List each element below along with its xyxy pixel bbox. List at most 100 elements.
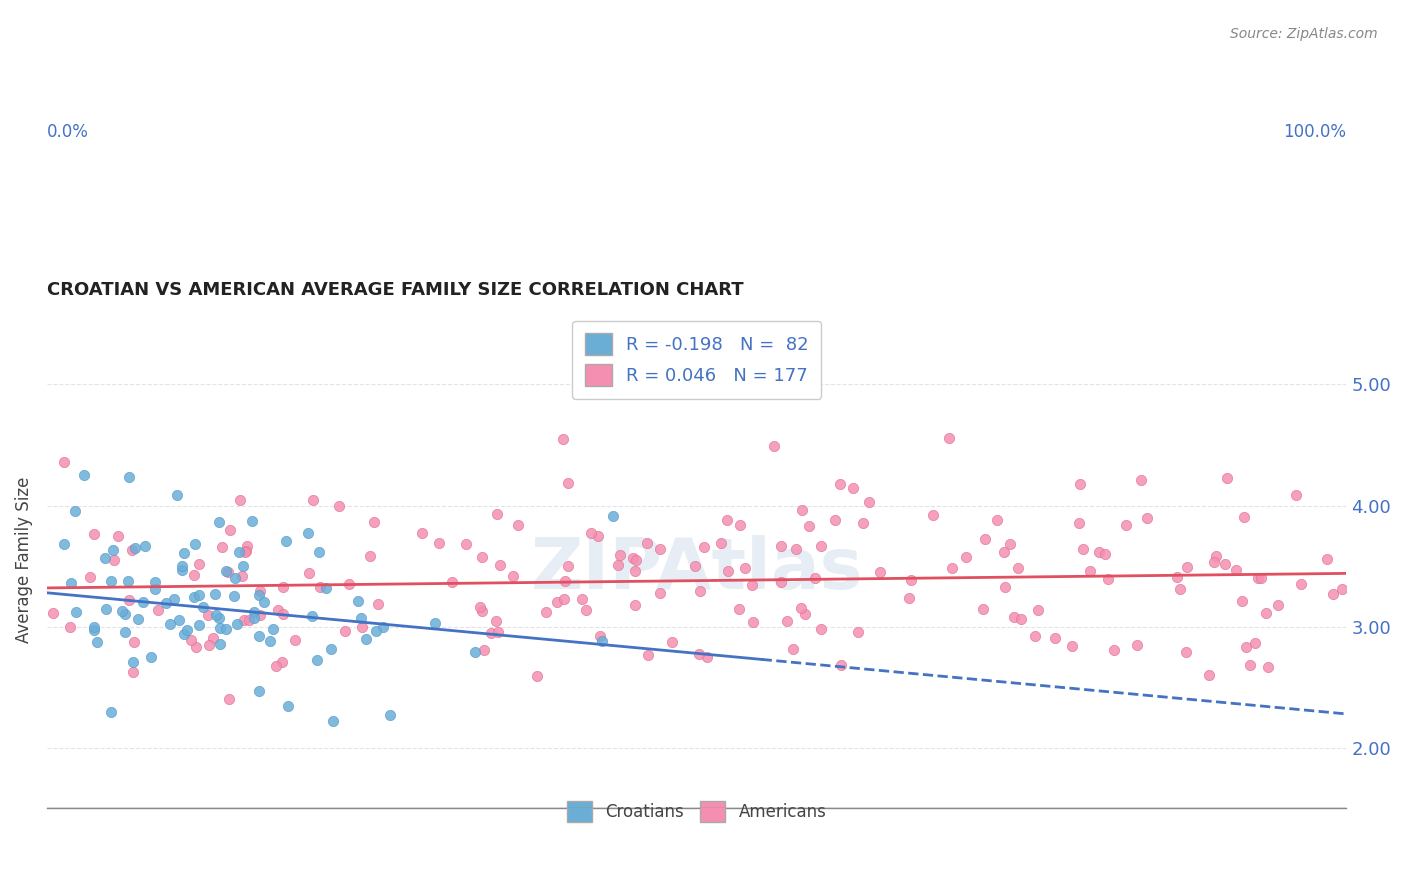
Point xyxy=(235,544,257,558)
Point xyxy=(1067,516,1090,530)
Point xyxy=(1250,571,1272,585)
Point xyxy=(86,635,108,649)
Point xyxy=(546,595,568,609)
Point xyxy=(830,476,852,491)
Point xyxy=(1060,639,1083,653)
Point xyxy=(489,558,512,572)
Point xyxy=(776,614,799,628)
Point xyxy=(184,640,207,654)
Point xyxy=(191,600,214,615)
Point xyxy=(810,539,832,553)
Text: 0.0%: 0.0% xyxy=(46,123,89,141)
Point xyxy=(121,543,143,558)
Point xyxy=(249,608,271,623)
Point xyxy=(350,611,373,625)
Point xyxy=(65,605,87,619)
Point xyxy=(1202,555,1225,569)
Point xyxy=(869,565,891,579)
Point xyxy=(1175,560,1198,574)
Point xyxy=(134,539,156,553)
Point xyxy=(898,591,921,605)
Point xyxy=(1331,582,1354,596)
Point xyxy=(118,593,141,607)
Point xyxy=(575,603,598,617)
Point xyxy=(231,568,253,582)
Point xyxy=(208,637,231,651)
Point xyxy=(689,583,711,598)
Point xyxy=(411,525,433,540)
Point xyxy=(486,624,509,639)
Point xyxy=(485,508,508,522)
Point xyxy=(364,624,387,638)
Point xyxy=(146,602,169,616)
Point xyxy=(122,665,145,679)
Point xyxy=(1115,518,1137,533)
Point xyxy=(1129,473,1152,487)
Point xyxy=(602,508,624,523)
Point xyxy=(100,706,122,720)
Point xyxy=(124,541,146,556)
Point xyxy=(187,618,209,632)
Point xyxy=(554,574,576,588)
Point xyxy=(955,549,977,564)
Point xyxy=(1007,560,1029,574)
Point xyxy=(941,561,963,575)
Point xyxy=(59,576,82,591)
Text: Source: ZipAtlas.com: Source: ZipAtlas.com xyxy=(1230,27,1378,41)
Point xyxy=(770,539,793,553)
Point xyxy=(1234,640,1257,655)
Point xyxy=(1239,658,1261,673)
Point xyxy=(298,566,321,581)
Point xyxy=(232,558,254,573)
Point xyxy=(1094,547,1116,561)
Point xyxy=(132,595,155,609)
Point xyxy=(173,546,195,560)
Text: 100.0%: 100.0% xyxy=(1284,123,1347,141)
Point xyxy=(79,570,101,584)
Point xyxy=(972,602,994,616)
Point xyxy=(100,574,122,589)
Point xyxy=(155,596,177,610)
Point xyxy=(333,624,356,639)
Point xyxy=(253,595,276,609)
Point xyxy=(693,540,716,554)
Point xyxy=(42,606,65,620)
Point xyxy=(215,564,238,578)
Text: ZIPAtlas: ZIPAtlas xyxy=(530,535,863,605)
Point xyxy=(183,568,205,582)
Point xyxy=(236,539,259,553)
Point xyxy=(363,515,385,529)
Point xyxy=(101,543,124,558)
Point xyxy=(262,622,284,636)
Point xyxy=(176,623,198,637)
Point xyxy=(52,537,75,551)
Point xyxy=(233,613,256,627)
Point xyxy=(974,533,997,547)
Point xyxy=(350,620,373,634)
Point xyxy=(427,536,450,550)
Point xyxy=(1024,629,1046,643)
Point xyxy=(228,544,250,558)
Point xyxy=(122,655,145,669)
Point xyxy=(637,648,659,662)
Point xyxy=(696,650,718,665)
Point xyxy=(506,517,529,532)
Point xyxy=(187,589,209,603)
Text: CROATIAN VS AMERICAN AVERAGE FAMILY SIZE CORRELATION CHART: CROATIAN VS AMERICAN AVERAGE FAMILY SIZE… xyxy=(46,281,744,299)
Point xyxy=(502,569,524,583)
Point xyxy=(648,541,671,556)
Point xyxy=(111,603,134,617)
Point xyxy=(481,626,503,640)
Point xyxy=(986,513,1008,527)
Point xyxy=(717,564,740,578)
Point xyxy=(769,575,792,590)
Point xyxy=(763,439,786,453)
Point xyxy=(1097,572,1119,586)
Point xyxy=(52,455,75,469)
Point xyxy=(170,563,193,577)
Point xyxy=(689,647,711,661)
Point xyxy=(127,612,149,626)
Point xyxy=(734,561,756,575)
Point xyxy=(240,514,263,528)
Point xyxy=(624,553,647,567)
